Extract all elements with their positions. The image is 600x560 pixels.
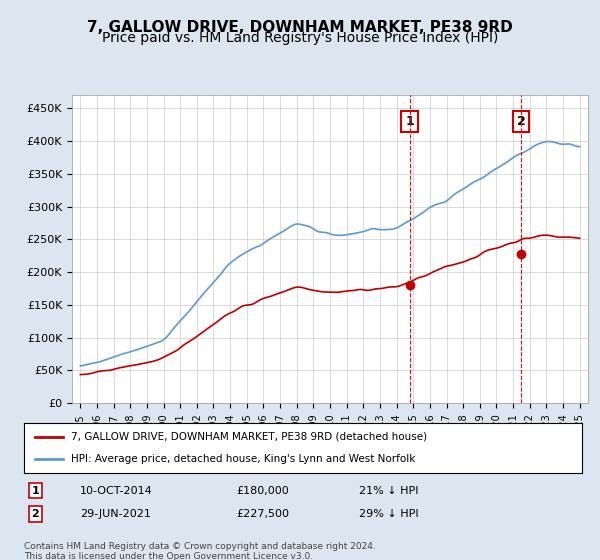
Text: 1: 1 xyxy=(31,486,39,496)
Text: 21% ↓ HPI: 21% ↓ HPI xyxy=(359,486,418,496)
Text: 2: 2 xyxy=(31,509,39,519)
Text: 1: 1 xyxy=(405,115,414,128)
Text: £180,000: £180,000 xyxy=(236,486,289,496)
Text: 2: 2 xyxy=(517,115,526,128)
Text: 7, GALLOW DRIVE, DOWNHAM MARKET, PE38 9RD (detached house): 7, GALLOW DRIVE, DOWNHAM MARKET, PE38 9R… xyxy=(71,432,428,442)
Text: 10-OCT-2014: 10-OCT-2014 xyxy=(80,486,152,496)
Text: HPI: Average price, detached house, King's Lynn and West Norfolk: HPI: Average price, detached house, King… xyxy=(71,454,416,464)
Text: Price paid vs. HM Land Registry's House Price Index (HPI): Price paid vs. HM Land Registry's House … xyxy=(102,31,498,45)
Text: Contains HM Land Registry data © Crown copyright and database right 2024.
This d: Contains HM Land Registry data © Crown c… xyxy=(24,542,376,560)
Text: 7, GALLOW DRIVE, DOWNHAM MARKET, PE38 9RD: 7, GALLOW DRIVE, DOWNHAM MARKET, PE38 9R… xyxy=(87,20,513,35)
Text: 29-JUN-2021: 29-JUN-2021 xyxy=(80,509,151,519)
Text: £227,500: £227,500 xyxy=(236,509,289,519)
Text: 29% ↓ HPI: 29% ↓ HPI xyxy=(359,509,418,519)
